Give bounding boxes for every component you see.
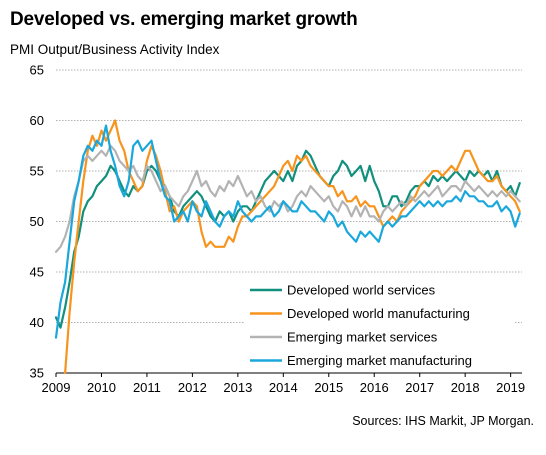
x-tick-label: 2012: [178, 380, 207, 395]
x-tick-label: 2017: [405, 380, 434, 395]
x-axis: 2009 2010 2011 2012 2013 2014 2015 2016 2017 2018…: [42, 372, 525, 395]
x-tick-label: 2016: [360, 380, 389, 395]
y-tick-label: 35: [30, 366, 44, 381]
series-line-1: [63, 119, 521, 375]
legend-label: Developed world manufacturing: [287, 306, 470, 321]
y-tick-label: 45: [30, 265, 44, 280]
legend-label: Emerging market manufacturing: [287, 353, 472, 368]
legend-label: Developed world services: [287, 283, 436, 298]
legend-label: Emerging market services: [287, 330, 438, 345]
y-tick-label: 60: [30, 113, 44, 128]
series-line-2: [54, 144, 521, 253]
x-tick-label: 2010: [87, 380, 116, 395]
legend-box: [244, 276, 514, 368]
series-lines: [54, 119, 521, 375]
legend: Developed world services Developed world …: [244, 276, 514, 368]
series-line-3: [54, 124, 521, 339]
x-tick-label: 2018: [451, 380, 480, 395]
chart-subtitle: PMI Output/Business Activity Index: [10, 42, 220, 57]
source-note: Sources: IHS Markit, JP Morgan.: [352, 414, 534, 428]
y-tick-label: 65: [30, 63, 44, 78]
chart-title: Developed vs. emerging market growth: [10, 9, 358, 30]
y-tick-label: 50: [30, 214, 44, 229]
x-tick-label: 2019: [496, 380, 525, 395]
x-tick-label: 2013: [223, 380, 252, 395]
x-tick-label: 2011: [133, 380, 161, 395]
y-tick-label: 55: [30, 164, 44, 179]
x-tick-label: 2014: [269, 380, 298, 395]
x-tick-label: 2009: [42, 380, 71, 395]
y-tick-label: 40: [30, 315, 44, 330]
x-tick-label: 2015: [314, 380, 343, 395]
y-axis-ticks: 35 40 45 50 55 60 65: [30, 63, 44, 381]
